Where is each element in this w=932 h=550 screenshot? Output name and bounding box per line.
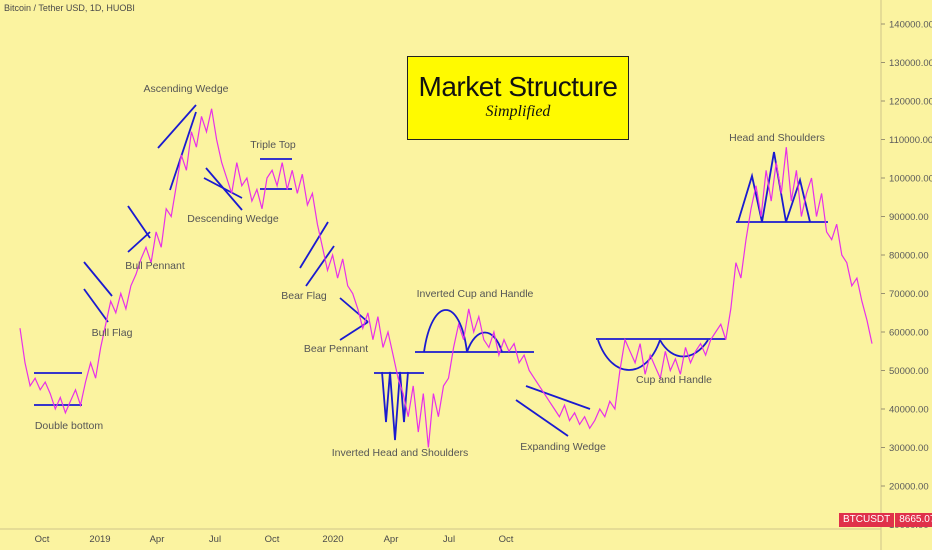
pattern-line (525, 385, 591, 410)
annotation-label: Bear Flag (281, 290, 327, 302)
pattern-line (157, 104, 197, 149)
x-tick-label: 2020 (322, 534, 343, 545)
x-tick-label: Oct (499, 534, 514, 545)
y-tick-label: 30000.00 (889, 443, 929, 454)
y-tick-label: 50000.00 (889, 366, 929, 377)
x-tick-label: 2019 (89, 534, 110, 545)
y-tick-label: 90000.00 (889, 212, 929, 223)
annotation-label: Bull Flag (92, 327, 133, 339)
annotation-label: Bear Pennant (304, 343, 368, 355)
annotation-label: Ascending Wedge (143, 83, 228, 95)
head-shoulders-outline (737, 151, 811, 223)
y-tick-label: 80000.00 (889, 251, 929, 262)
price-tag-value: 8665.07 (899, 514, 932, 525)
y-tick-label: 20000.00 (889, 482, 929, 493)
y-tick-label: 110000.00 (889, 135, 932, 146)
title-box: Market Structure Simplified (407, 56, 629, 140)
annotation-labels: Double bottom Bull Flag Bull Pennant Ascend… (35, 83, 825, 459)
annotation-label: Inverted Head and Shoulders (332, 447, 469, 459)
price-line (19, 108, 873, 448)
title-box-title: Market Structure (418, 71, 618, 102)
y-tick-label: 60000.00 (889, 328, 929, 339)
pattern-line (127, 205, 151, 239)
pattern-line (127, 231, 151, 253)
x-tick-label: Jul (209, 534, 221, 545)
pattern-line (515, 399, 569, 437)
annotation-label: Inverted Cup and Handle (417, 288, 534, 300)
y-tick-label: 130000.00 (889, 58, 932, 69)
annotation-label: Bull Pennant (125, 260, 185, 272)
y-axis: 140000.00 130000.00 120000.00 110000.00 1000… (880, 0, 932, 550)
x-axis: Oct 2019 Apr Jul Oct 2020 Apr Jul Oct (0, 528, 881, 545)
pattern-line (169, 111, 197, 191)
price-series (19, 108, 873, 448)
pattern-line (203, 177, 243, 199)
x-tick-label: Jul (443, 534, 455, 545)
cup-outline (597, 339, 709, 371)
y-tick-label: 40000.00 (889, 405, 929, 416)
x-tick-label: Apr (150, 534, 165, 545)
inverted-hs-outline (381, 371, 409, 441)
pattern-line (339, 297, 369, 323)
annotation-label: Triple Top (250, 139, 296, 151)
x-tick-label: Oct (35, 534, 50, 545)
title-box-subtitle: Simplified (485, 103, 551, 120)
inverted-cup-outline (423, 309, 503, 353)
pattern-drawings (34, 104, 828, 441)
y-tick-label: 140000.00 (889, 20, 932, 31)
price-tag-symbol: BTCUSDT (843, 514, 891, 525)
pattern-line (83, 288, 109, 323)
y-tick-label: 70000.00 (889, 289, 929, 300)
pattern-line (83, 261, 113, 297)
y-tick-label: 100000.00 (889, 174, 932, 185)
y-tick-label: 120000.00 (889, 97, 932, 108)
x-tick-label: Oct (265, 534, 280, 545)
annotation-label: Head and Shoulders (729, 132, 825, 144)
pattern-line (299, 221, 329, 269)
instrument-title: Bitcoin / Tether USD, 1D, HUOBI (4, 3, 135, 13)
price-tag-divider (894, 513, 896, 527)
x-tick-label: Apr (384, 534, 399, 545)
annotation-label: Cup and Handle (636, 374, 712, 386)
annotation-label: Descending Wedge (187, 213, 279, 225)
annotation-label: Double bottom (35, 420, 104, 432)
price-tag[interactable]: BTCUSDT 8665.07 (839, 513, 932, 527)
annotation-label: Expanding Wedge (520, 441, 606, 453)
pattern-line (305, 245, 335, 287)
